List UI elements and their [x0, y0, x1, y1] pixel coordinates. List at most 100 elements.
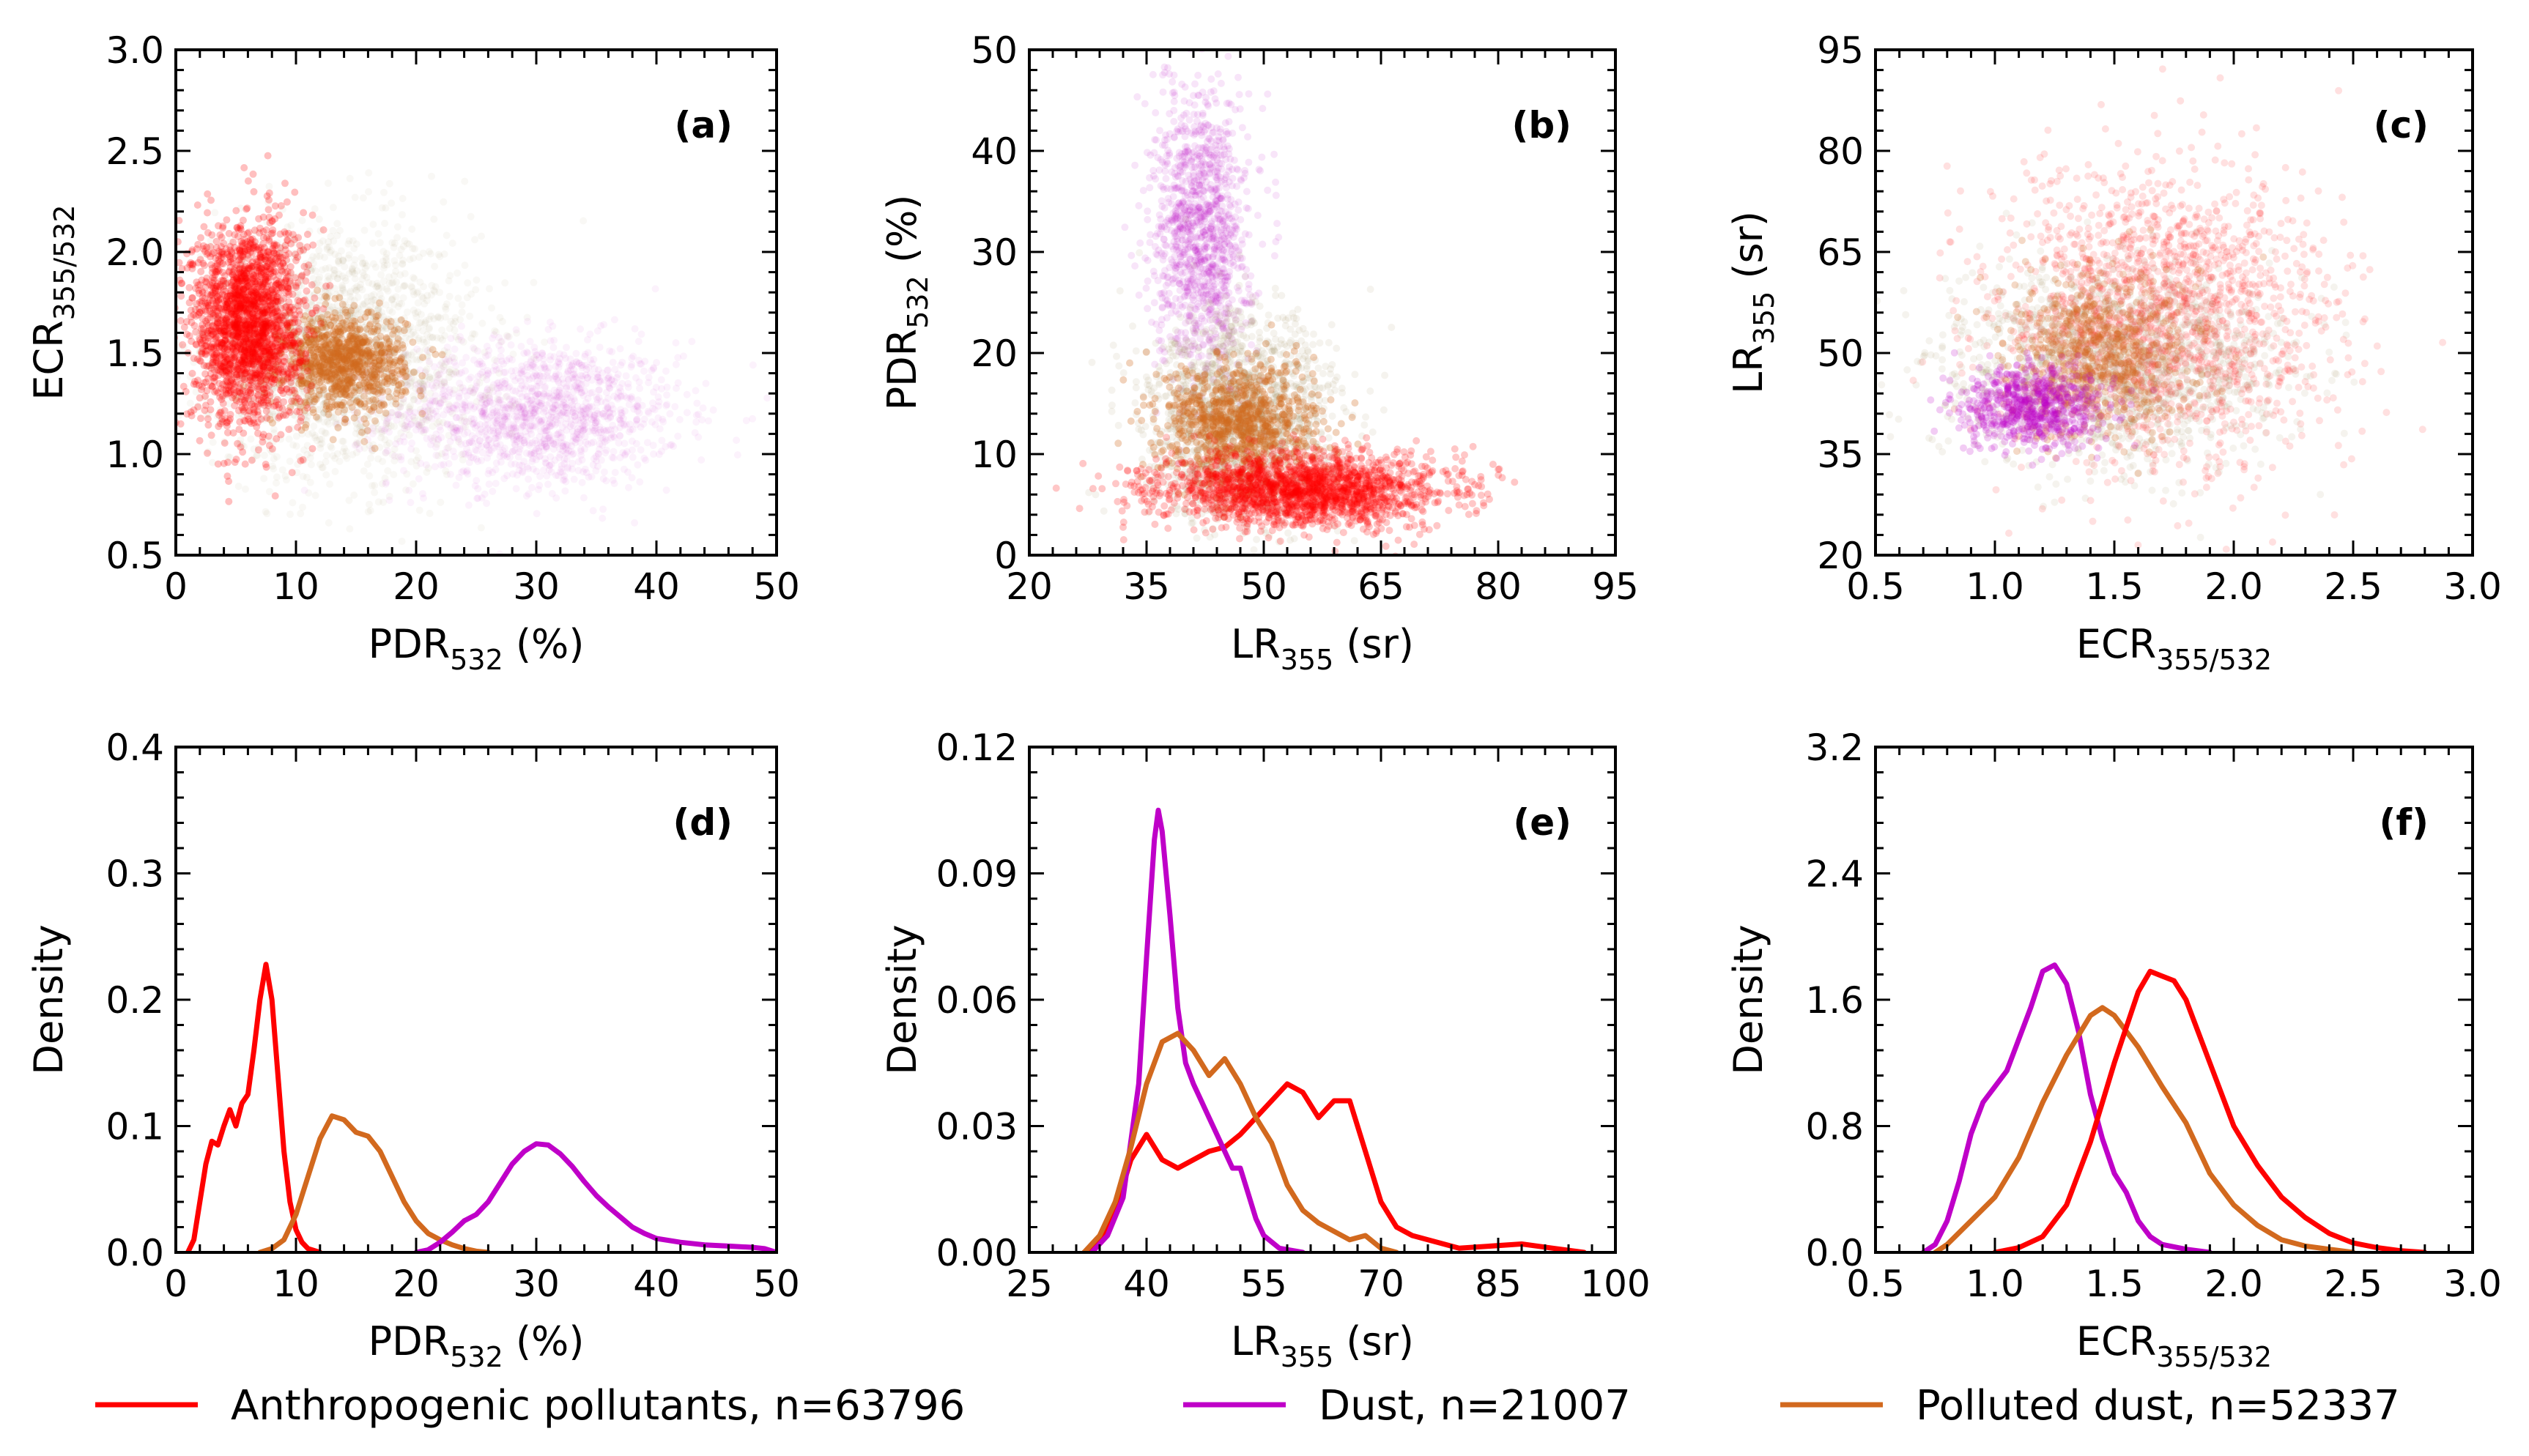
scatter-point	[588, 424, 596, 432]
scatter-point	[318, 332, 326, 340]
scatter-point	[585, 473, 593, 481]
scatter-point	[543, 472, 551, 480]
scatter-point	[264, 152, 272, 160]
scatter-point	[310, 422, 318, 430]
scatter-point	[620, 420, 628, 428]
scatter-point	[426, 390, 434, 398]
scatter-point	[514, 398, 522, 406]
scatter-point	[399, 195, 407, 202]
scatter-point	[395, 382, 403, 390]
scatter-point	[450, 428, 458, 437]
scatter-point	[518, 413, 526, 421]
scatter-point	[597, 322, 605, 330]
scatter-point	[617, 393, 625, 401]
scatter-point	[426, 360, 434, 368]
scatter-point	[341, 415, 349, 423]
scatter-point	[369, 239, 377, 248]
scatter-point	[399, 413, 407, 420]
scatter-point	[618, 379, 626, 387]
scatter-point	[538, 349, 546, 357]
scatter-point	[602, 405, 610, 413]
scatter-point	[419, 327, 427, 335]
scatter-point	[616, 384, 623, 392]
scatter-point	[448, 409, 456, 417]
scatter-point	[571, 374, 580, 382]
scatter-point	[459, 338, 467, 346]
scatter-point	[628, 393, 636, 401]
scatter-point	[400, 327, 408, 335]
scatter-point	[355, 373, 363, 381]
scatter-point	[573, 358, 581, 366]
scatter-point	[530, 343, 538, 352]
scatter-point	[511, 447, 519, 454]
scatter-point	[292, 282, 300, 290]
scatter-point	[656, 425, 664, 433]
scatter-point	[429, 346, 437, 354]
scatter-point	[595, 393, 603, 401]
scatter-point	[308, 445, 316, 453]
scatter-point	[625, 483, 632, 491]
scatter-point	[396, 437, 404, 445]
scatter-point	[363, 309, 371, 316]
scatter-point	[588, 439, 596, 447]
scatter-point	[209, 438, 217, 446]
scatter-point	[509, 350, 517, 358]
scatter-point	[427, 441, 434, 448]
scatter-point	[662, 367, 670, 375]
scatter-point	[588, 376, 596, 385]
scatter-point	[374, 230, 382, 238]
scatter-point	[584, 404, 592, 412]
scatter-point	[478, 494, 486, 502]
scatter-point	[359, 194, 367, 202]
scatter-point	[675, 415, 684, 423]
scatter-point	[640, 454, 648, 462]
scatter-point	[455, 438, 463, 446]
scatter-point	[596, 376, 604, 385]
scatter-point	[528, 458, 536, 465]
scatter-point	[377, 399, 385, 406]
scatter-point	[599, 514, 607, 522]
scatter-point	[574, 402, 582, 410]
scatter-point	[432, 392, 440, 400]
scatter-point	[343, 454, 351, 462]
scatter-point	[334, 423, 342, 431]
scatter-point	[528, 422, 536, 430]
scatter-point	[339, 355, 347, 363]
scatter-point	[623, 394, 631, 402]
scatter-point	[338, 319, 346, 327]
scatter-point	[314, 357, 322, 365]
scatter-point	[446, 408, 454, 415]
scatter-point	[532, 391, 540, 399]
scatter-point	[578, 456, 586, 464]
scatter-point	[328, 313, 336, 321]
scatter-point	[574, 458, 582, 466]
scatter-point	[474, 494, 482, 502]
scatter-point	[599, 409, 607, 417]
scatter-point	[562, 354, 569, 363]
scatter-point	[354, 557, 361, 565]
scatter-point	[581, 352, 589, 360]
scatter-point	[588, 472, 596, 480]
scatter-point	[582, 365, 590, 374]
scatter-point	[709, 406, 717, 414]
scatter-point	[523, 313, 531, 322]
scatter-point	[683, 409, 691, 417]
scatter-point	[351, 343, 359, 351]
scatter-point	[497, 458, 505, 466]
scatter-point	[378, 379, 386, 387]
scatter-point	[407, 282, 415, 290]
scatter-point	[442, 305, 450, 313]
scatter-point	[516, 406, 525, 413]
scatter-point	[475, 437, 484, 445]
scatter-point	[455, 395, 463, 403]
scatter-point	[549, 408, 557, 416]
scatter-point	[615, 431, 623, 439]
scatter-point	[456, 389, 464, 397]
scatter-point	[495, 369, 503, 377]
scatter-point	[507, 341, 515, 349]
scatter-point	[439, 336, 446, 344]
scatter-point	[430, 286, 438, 294]
scatter-point	[425, 413, 433, 421]
scatter-point	[663, 401, 671, 409]
scatter-point	[617, 387, 625, 395]
